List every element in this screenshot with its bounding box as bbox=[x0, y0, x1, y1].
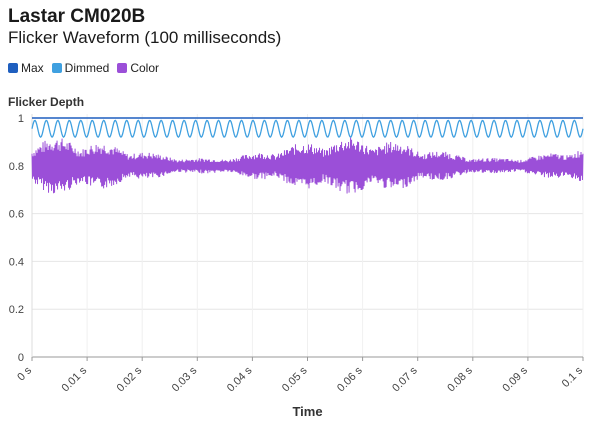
legend-swatch-max bbox=[8, 63, 18, 73]
x-tick-label: 0 s bbox=[15, 364, 34, 383]
y-tick-label: 0.2 bbox=[9, 304, 24, 316]
y-tick-label: 0.4 bbox=[9, 256, 24, 268]
x-tick-label: 0.05 s bbox=[280, 364, 310, 394]
grid-lines bbox=[31, 114, 584, 357]
legend: Max Dimmed Color bbox=[8, 61, 159, 75]
chart-subtitle: Flicker Waveform (100 milliseconds) bbox=[8, 28, 282, 47]
x-tick-label: 0.02 s bbox=[115, 364, 145, 394]
legend-swatch-dimmed bbox=[51, 63, 62, 73]
series-color-line bbox=[31, 137, 584, 194]
series-lines bbox=[31, 117, 584, 194]
legend-label-dimmed: Dimmed bbox=[64, 61, 110, 75]
x-axis-label: Time bbox=[292, 404, 323, 419]
legend-label-color: Color bbox=[130, 61, 160, 75]
y-tick-labels: 0 0.2 0.4 0.6 0.8 1 bbox=[9, 113, 24, 364]
legend-item-max[interactable]: Max bbox=[8, 61, 44, 75]
x-tick-label: 0.07 s bbox=[390, 364, 420, 394]
legend-item-color[interactable]: Color bbox=[117, 61, 159, 75]
chart-title: Lastar CM020B bbox=[8, 6, 146, 27]
x-tick-label: 0.08 s bbox=[445, 364, 475, 394]
series-dimmed-line bbox=[31, 119, 584, 139]
legend-swatch-color bbox=[117, 63, 128, 73]
y-axis-label: Flicker Depth bbox=[8, 95, 85, 109]
x-tick-labels: 0 s 0.01 s 0.02 s 0.03 s 0.04 s 0.05 s 0.06 s 0… bbox=[15, 364, 585, 394]
y-tick-label: 0.6 bbox=[9, 209, 24, 221]
x-tick-label: 0.06 s bbox=[335, 364, 365, 394]
x-tick-label: 0.1 s bbox=[560, 364, 586, 390]
x-tick-label: 0.09 s bbox=[500, 364, 530, 394]
x-tick-label: 0.03 s bbox=[170, 364, 200, 394]
x-tick-label: 0.01 s bbox=[60, 364, 90, 394]
y-tick-label: 0 bbox=[18, 352, 24, 364]
legend-item-dimmed[interactable]: Dimmed bbox=[51, 61, 110, 75]
x-tick-label: 0.04 s bbox=[225, 364, 255, 394]
legend-label-max: Max bbox=[21, 61, 44, 75]
y-tick-label: 1 bbox=[18, 113, 24, 125]
y-tick-label: 0.8 bbox=[9, 161, 24, 173]
